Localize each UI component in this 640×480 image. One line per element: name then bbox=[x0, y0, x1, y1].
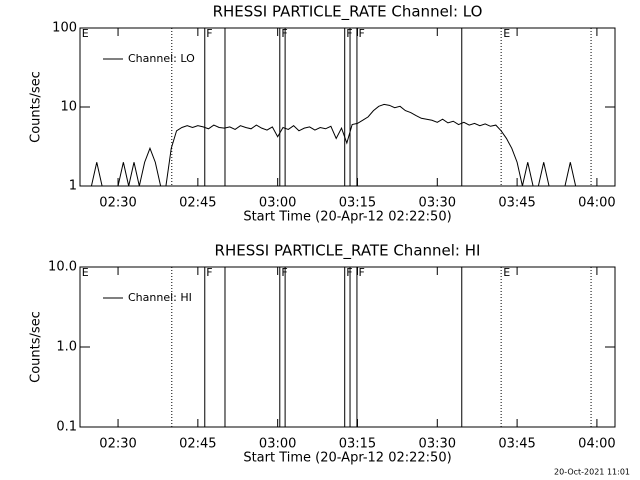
x-tick-label: 03:45 bbox=[498, 196, 535, 211]
y-tick-label: 10.0 bbox=[48, 260, 77, 275]
flag-label: F bbox=[281, 266, 287, 279]
flag-label: E bbox=[82, 27, 89, 40]
x-tick-label: 02:45 bbox=[179, 437, 216, 452]
flag-label: E bbox=[503, 266, 510, 279]
x-tick-label: 02:30 bbox=[99, 437, 136, 452]
flag-label: F bbox=[358, 27, 364, 40]
y-tick-label: 1 bbox=[69, 179, 77, 194]
x-tick-label: 03:00 bbox=[259, 196, 296, 211]
flag-label: E bbox=[82, 266, 89, 279]
chart-title: RHESSI PARTICLE_RATE Channel: HI bbox=[215, 242, 481, 261]
flag-label: F bbox=[346, 27, 352, 40]
x-axis-title: Start Time (20-Apr-12 02:22:50) bbox=[243, 451, 451, 466]
x-tick-label: 03:15 bbox=[339, 437, 376, 452]
flag-label: F bbox=[346, 266, 352, 279]
flag-label: F bbox=[206, 27, 212, 40]
y-tick-label: 100 bbox=[52, 21, 77, 36]
flag-label: F bbox=[281, 27, 287, 40]
x-tick-label: 02:45 bbox=[179, 196, 216, 211]
x-tick-label: 03:45 bbox=[498, 437, 535, 452]
flag-label: F bbox=[358, 266, 364, 279]
x-tick-label: 04:00 bbox=[578, 437, 615, 452]
legend-label: Channel: LO bbox=[128, 52, 195, 65]
legend-label: Channel: HI bbox=[128, 291, 192, 304]
x-tick-label: 03:00 bbox=[259, 437, 296, 452]
x-tick-label: 04:00 bbox=[578, 196, 615, 211]
y-tick-label: 0.1 bbox=[56, 420, 77, 435]
x-axis-title: Start Time (20-Apr-12 02:22:50) bbox=[243, 210, 451, 225]
x-tick-label: 03:30 bbox=[419, 437, 456, 452]
x-tick-label: 03:15 bbox=[339, 196, 376, 211]
flag-label: E bbox=[503, 27, 510, 40]
data-line bbox=[80, 103, 587, 187]
y-axis-title: Counts/sec bbox=[29, 311, 44, 383]
footer-timestamp: 20-Oct-2021 11:01 bbox=[554, 468, 630, 477]
chart-title: RHESSI PARTICLE_RATE Channel: LO bbox=[213, 3, 483, 22]
y-tick-label: 10 bbox=[60, 100, 77, 115]
x-tick-label: 03:30 bbox=[419, 196, 456, 211]
y-axis-title: Counts/sec bbox=[29, 71, 44, 143]
y-tick-label: 1.0 bbox=[56, 340, 77, 355]
flag-label: F bbox=[206, 266, 212, 279]
x-tick-label: 02:30 bbox=[99, 196, 136, 211]
